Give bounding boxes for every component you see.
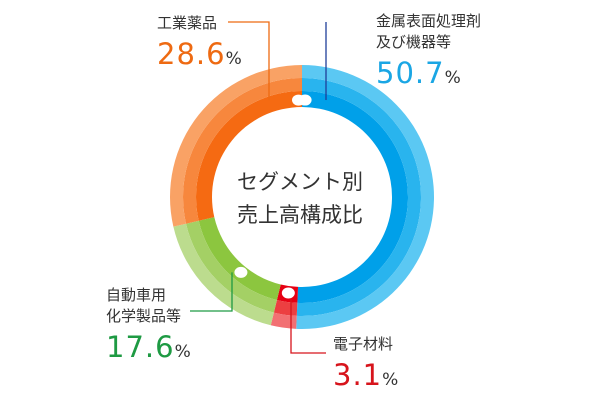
slice-industrial-outer-ring [170,65,302,227]
callout-lines [190,21,327,354]
slice-value: 3.1 [333,358,383,392]
callout-line-industrial [228,21,270,101]
slice-industrial-mid-ring [182,78,302,224]
chart-title-line-2: 売上高構成比 [237,203,363,227]
slice-label-industrial: 工業薬品 28.6% [157,13,242,75]
slice-name-line: 工業薬品 [157,14,218,32]
callout-dot-automotive [234,266,248,278]
slice-name-line: 金属表面処理剤 [376,12,482,30]
slice-name-line: 化学製品等 [106,307,182,325]
slice-value: 17.6 [106,330,175,364]
callout-dot-industrial [292,94,306,106]
slice-automotive-inner-ring [198,217,281,300]
slice-name-line: 電子材料 [333,335,394,353]
slice-label-automotive: 自動車用 化学製品等 17.6% [106,285,191,368]
slice-automotive-outer-ring [173,223,274,326]
slice-automotive-mid-ring [186,220,277,313]
chart-title: セグメント別 売上高構成比 [200,166,400,232]
callout-line-automotive [190,272,233,312]
slice-electronic-outer-ring [270,312,297,329]
slice-percent-industrial: 28.6% [157,38,242,75]
slice-metal-inner-ring [297,91,409,304]
slice-industrial-inner-ring [195,91,302,221]
slice-percent-electronic: 3.1% [333,359,398,396]
slice-percent-metal: 50.7% [376,57,481,94]
donut-rings [170,65,434,329]
callout-dot-electronic [281,287,295,299]
slice-unit: % [225,49,242,69]
slice-label-metal: 金属表面処理剤 及び機器等 50.7% [376,11,481,94]
slice-label-electronic: 電子材料 3.1% [333,334,398,396]
callout-line-electronic [290,293,326,354]
slice-unit: % [174,342,191,362]
chart-title-line-1: セグメント別 [237,170,363,194]
slice-name-line: 及び機器等 [376,33,452,51]
slice-metal-mid-ring [296,78,421,316]
slice-percent-automotive: 17.6% [106,331,191,368]
slice-value: 28.6 [157,37,226,71]
slice-name-line: 自動車用 [106,286,167,304]
slice-value: 50.7 [376,56,445,90]
slice-unit: % [444,68,461,88]
slice-unit: % [382,370,399,390]
